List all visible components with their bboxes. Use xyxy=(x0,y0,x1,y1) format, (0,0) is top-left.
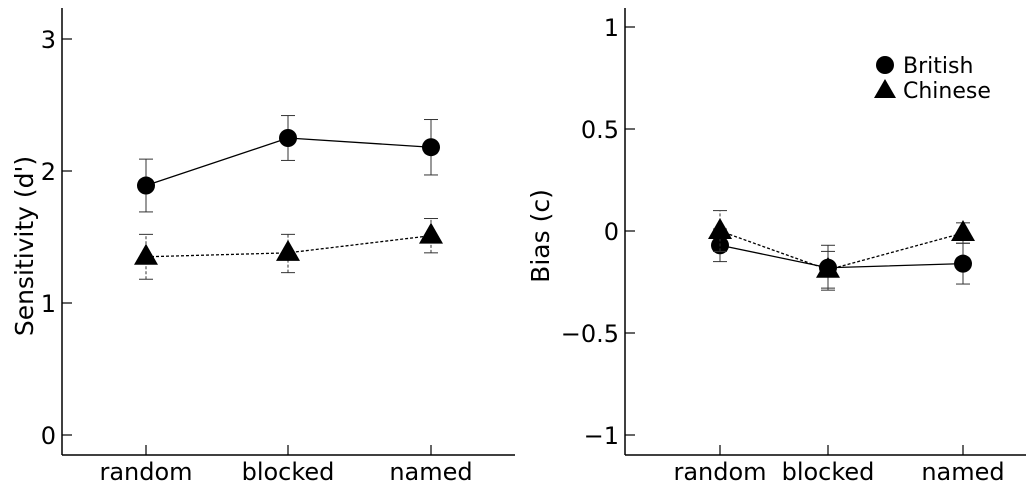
legend-marker-chinese xyxy=(874,79,896,98)
bias-series xyxy=(708,210,975,291)
bias-chinese-point xyxy=(816,256,840,278)
bias-chinese-point xyxy=(951,220,975,242)
legend: British Chinese xyxy=(874,54,991,104)
sensitivity-y-tick-label: 0 xyxy=(41,422,56,450)
legend-marker-british xyxy=(876,56,894,74)
bias-axes: −1 −0.5 0 0.5 1 random blocked named xyxy=(561,8,1026,486)
sensitivity-series xyxy=(134,115,443,280)
sensitivity-y-tick-label: 2 xyxy=(41,158,56,186)
bias-x-tick-label: named xyxy=(921,458,1004,486)
legend-label-british: British xyxy=(903,54,973,79)
sensitivity-x-tick-label: named xyxy=(389,458,472,486)
bias-x-tick-label: blocked xyxy=(782,458,875,486)
bias-y-tick-label: 0.5 xyxy=(581,116,619,144)
sensitivity-british-point xyxy=(422,138,440,157)
sensitivity-chinese-point xyxy=(419,222,443,244)
bias-y-tick-label: 0 xyxy=(604,218,619,246)
sensitivity-x-tick-label: random xyxy=(99,458,192,486)
sensitivity-x-tick-label: blocked xyxy=(242,458,335,486)
bias-chinese-point xyxy=(708,218,732,239)
sensitivity-y-axis-title: Sensitivity (d') xyxy=(10,156,39,336)
bias-x-tick-label: random xyxy=(673,458,766,486)
sensitivity-y-tick-label: 3 xyxy=(41,26,56,54)
sensitivity-chinese-point xyxy=(276,239,300,261)
bias-y-tick-label: −1 xyxy=(584,422,619,450)
sensitivity-british-point xyxy=(137,176,155,195)
sensitivity-axes: 0 1 2 3 random blocked named xyxy=(41,8,515,486)
bias-y-tick-label: −0.5 xyxy=(561,320,619,348)
legend-label-chinese: Chinese xyxy=(903,79,991,104)
sensitivity-panel: 0 1 2 3 random blocked named Sensitivity (d') xyxy=(10,8,515,486)
bias-british-point xyxy=(954,254,972,273)
bias-chinese-line xyxy=(719,230,964,271)
sensitivity-british-point xyxy=(279,129,297,147)
bias-panel: −1 −0.5 0 0.5 1 random blocked named Bias (c) xyxy=(526,8,1026,486)
sensitivity-y-tick-label: 1 xyxy=(41,290,56,318)
bias-british-line xyxy=(719,244,964,269)
sensitivity-chinese-point xyxy=(134,243,158,265)
bias-y-axis-title: Bias (c) xyxy=(526,189,555,283)
bias-y-tick-label: 1 xyxy=(604,14,619,42)
